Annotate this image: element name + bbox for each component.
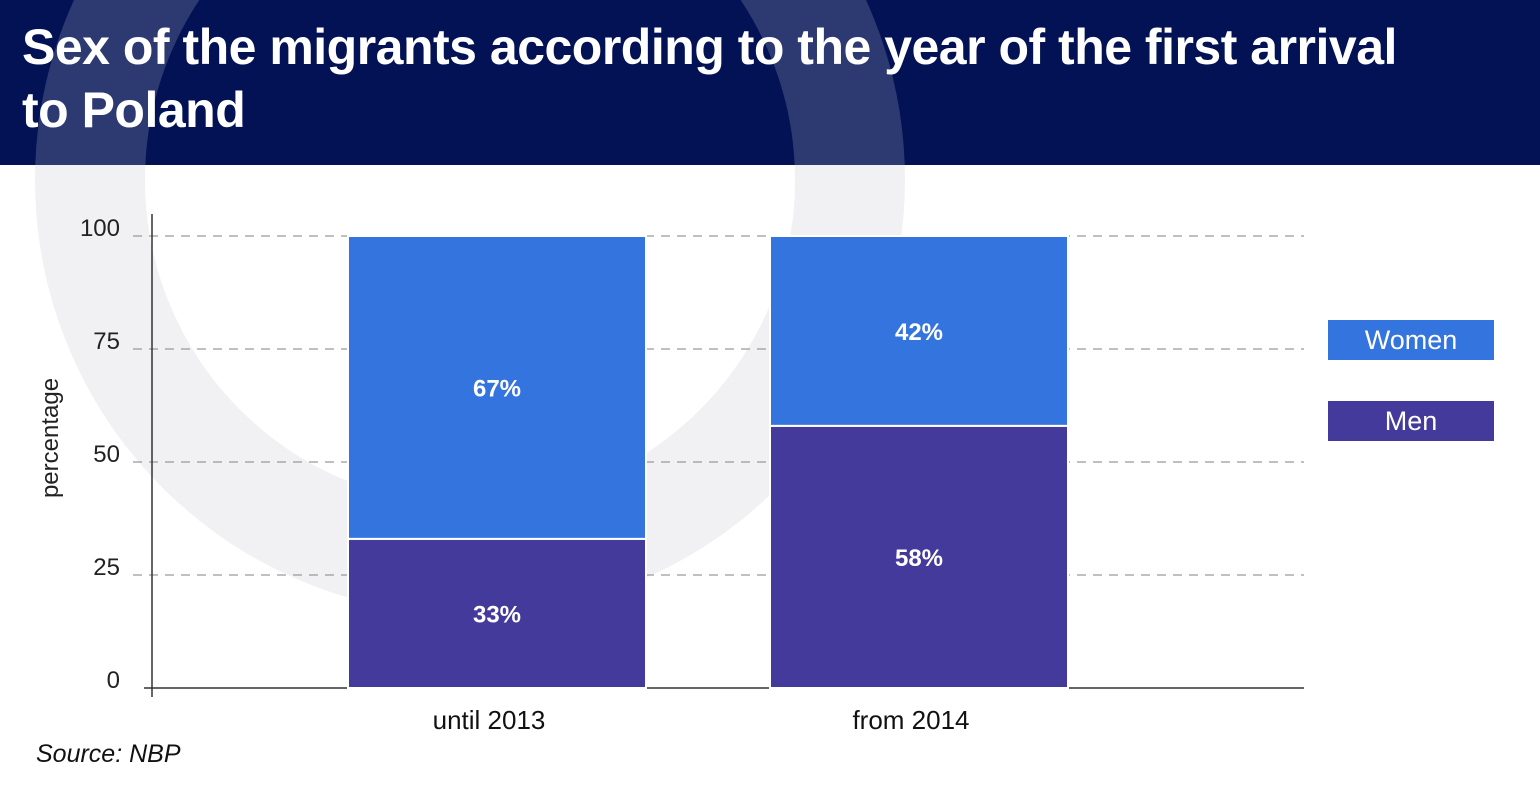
- data-label: 42%: [895, 319, 943, 346]
- bar-men: [769, 424, 1069, 689]
- y-tick-label: 50: [93, 441, 120, 468]
- data-label: 33%: [473, 601, 521, 628]
- y-tick-label: 25: [93, 554, 120, 581]
- bar-women: [347, 235, 647, 540]
- x-tick-label: from 2014: [852, 705, 969, 735]
- legend-swatch-men: [1328, 401, 1494, 441]
- legend-label: Men: [1385, 406, 1438, 436]
- bar-women: [769, 235, 1069, 427]
- source-note: Source: NBP: [36, 740, 181, 768]
- x-tick-label: until 2013: [433, 705, 546, 735]
- legend-label: Women: [1365, 325, 1458, 355]
- legend-swatch-women: [1328, 320, 1494, 360]
- header-banner: Sex of the migrants according to the yea…: [0, 0, 1540, 165]
- data-label: 67%: [473, 375, 521, 402]
- page-title: Sex of the migrants according to the yea…: [22, 19, 1397, 138]
- y-tick-label: 0: [107, 667, 120, 694]
- bar-men: [347, 537, 647, 690]
- data-label: 58%: [895, 545, 943, 572]
- y-axis-label: percentage: [37, 378, 64, 498]
- y-tick-label: 75: [93, 328, 120, 355]
- y-tick-label: 100: [80, 215, 120, 242]
